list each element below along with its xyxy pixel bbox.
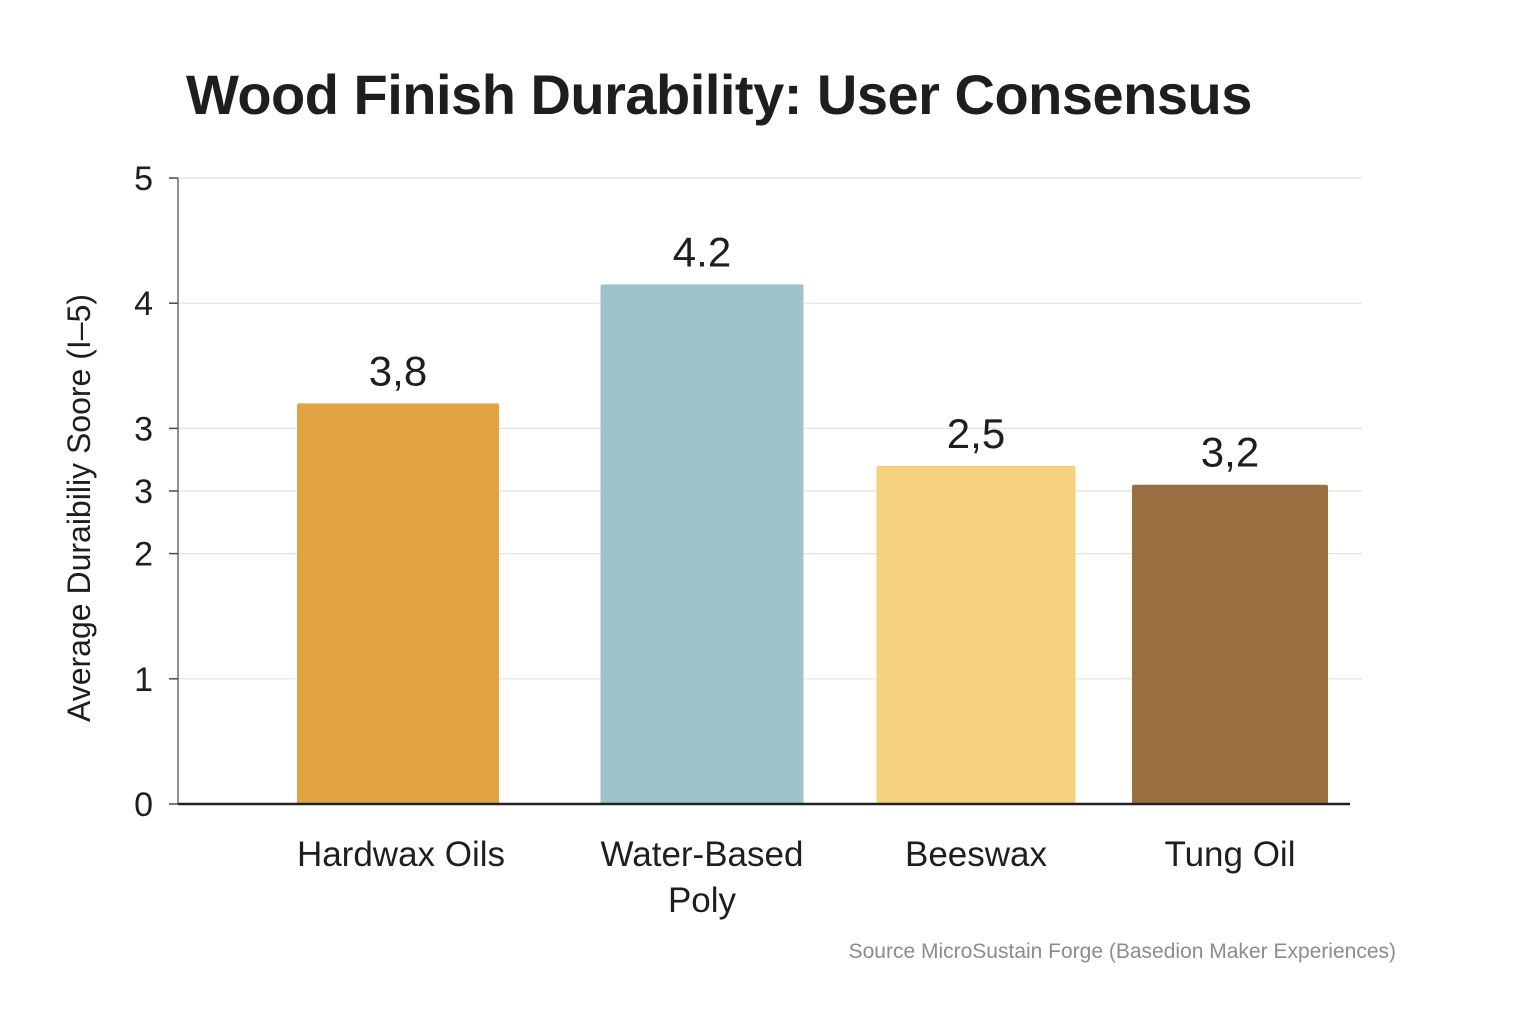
data-label: 3,2 (1201, 429, 1259, 476)
y-tick-label: 3 (134, 473, 153, 511)
x-tick-label: Poly (668, 881, 737, 920)
y-tick-label: 5 (134, 160, 153, 198)
bar (1132, 484, 1328, 804)
y-tick-label: 0 (134, 786, 153, 824)
y-tick-label: 1 (134, 661, 153, 699)
y-tick-label: 2 (134, 536, 153, 574)
data-label: 3,8 (369, 347, 427, 394)
data-label: 4.2 (673, 228, 731, 275)
data-label: 2,5 (947, 410, 1005, 457)
y-tick-label: 4 (134, 285, 153, 323)
chart-title: Wood Finish Durability: User Consensus (186, 63, 1252, 126)
x-tick-label: Water-Based (601, 835, 804, 874)
x-tick-label: Tung Oil (1165, 835, 1296, 874)
bar (876, 465, 1076, 804)
y-axis-label: Average Duraibiliy Soore (I–5) (61, 294, 97, 722)
x-tick-label: Hardwax Oils (297, 835, 505, 874)
bar (600, 284, 804, 804)
y-tick-label: 3 (134, 410, 153, 448)
bar (297, 403, 499, 804)
source-note: Source MicroSustain Forge (Basedion Make… (848, 940, 1396, 963)
x-tick-label: Beeswax (905, 835, 1048, 874)
